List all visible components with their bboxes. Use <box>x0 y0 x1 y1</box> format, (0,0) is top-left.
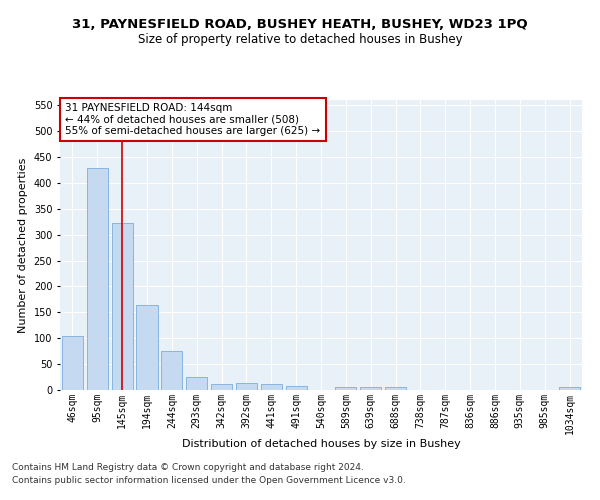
Bar <box>261 384 282 390</box>
Text: 31 PAYNESFIELD ROAD: 144sqm
← 44% of detached houses are smaller (508)
55% of se: 31 PAYNESFIELD ROAD: 144sqm ← 44% of det… <box>65 103 320 136</box>
Bar <box>112 223 133 390</box>
Bar <box>559 388 580 390</box>
Y-axis label: Number of detached properties: Number of detached properties <box>18 158 28 332</box>
Text: Contains HM Land Registry data © Crown copyright and database right 2024.: Contains HM Land Registry data © Crown c… <box>12 464 364 472</box>
Text: Size of property relative to detached houses in Bushey: Size of property relative to detached ho… <box>137 32 463 46</box>
Bar <box>335 387 356 390</box>
Text: Contains public sector information licensed under the Open Government Licence v3: Contains public sector information licen… <box>12 476 406 485</box>
Bar <box>87 168 108 390</box>
Bar <box>62 336 83 390</box>
Bar <box>186 377 207 390</box>
Bar <box>236 384 257 390</box>
X-axis label: Distribution of detached houses by size in Bushey: Distribution of detached houses by size … <box>182 440 460 450</box>
Bar <box>360 388 381 390</box>
Bar <box>161 350 182 390</box>
Text: 31, PAYNESFIELD ROAD, BUSHEY HEATH, BUSHEY, WD23 1PQ: 31, PAYNESFIELD ROAD, BUSHEY HEATH, BUSH… <box>72 18 528 30</box>
Bar <box>286 386 307 390</box>
Bar <box>385 387 406 390</box>
Bar <box>211 384 232 390</box>
Bar <box>136 305 158 390</box>
